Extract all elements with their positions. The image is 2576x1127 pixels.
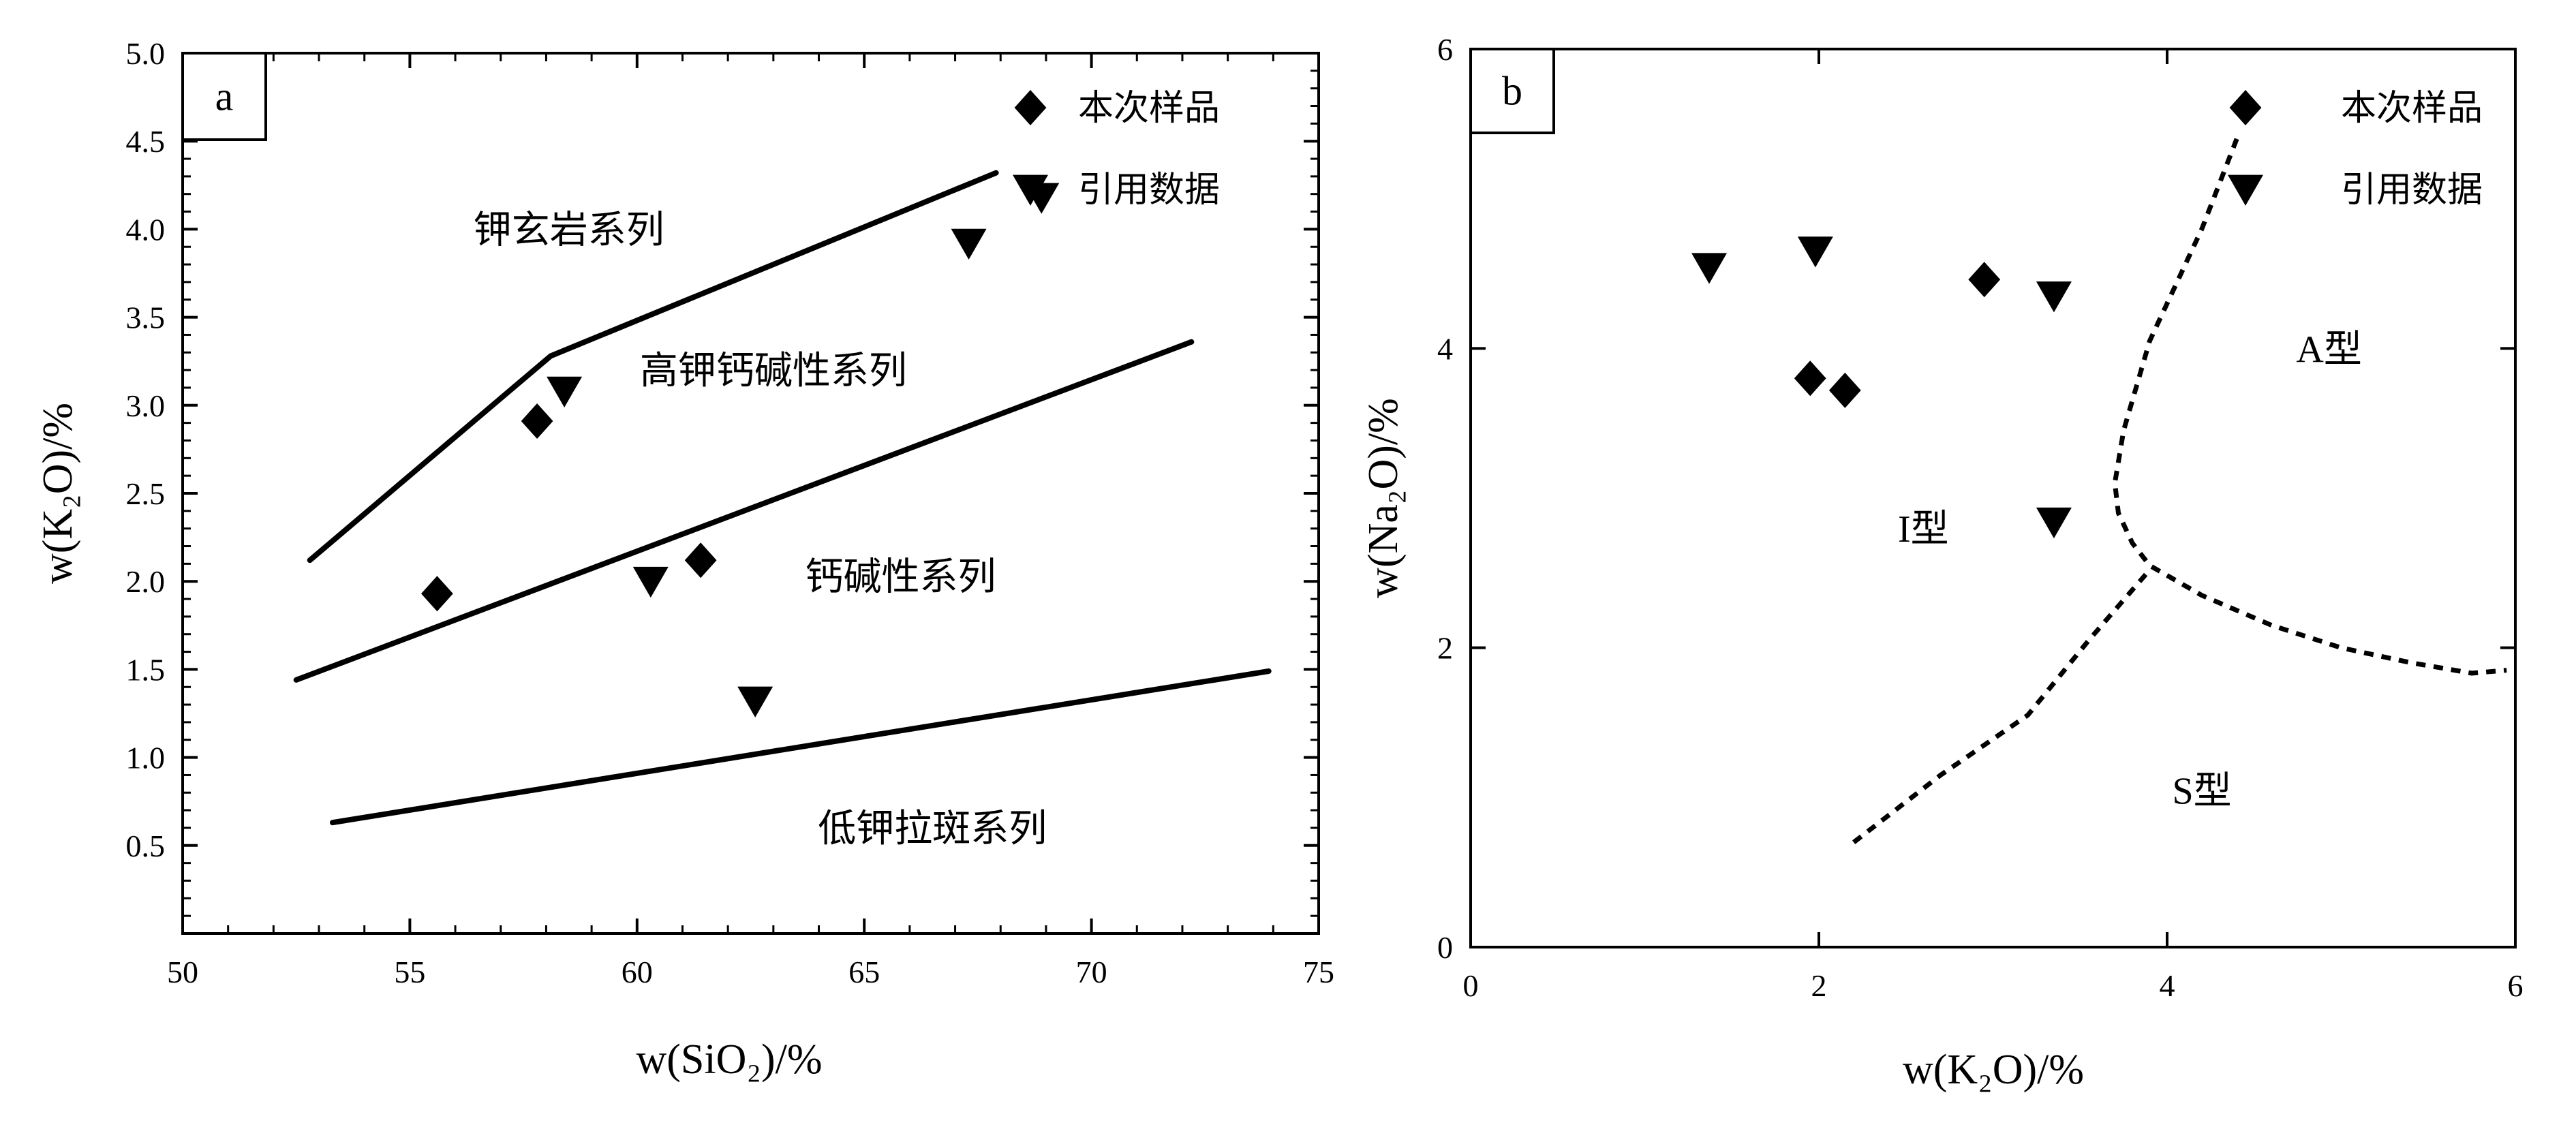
boundary-line bbox=[1852, 568, 2152, 844]
plot-frame bbox=[1469, 48, 2517, 948]
y-tick-label: 1.5 bbox=[126, 652, 166, 687]
y-tick-label: 2.0 bbox=[126, 564, 166, 599]
panel-label: a bbox=[215, 74, 234, 119]
x-tick-label: 0 bbox=[1463, 968, 1479, 1003]
panel-label: b bbox=[1502, 69, 1522, 114]
y-axis-label: w(Na₂O)/% bbox=[1360, 398, 1407, 598]
x-tick-label: 65 bbox=[848, 955, 880, 989]
data-point-diamond bbox=[421, 576, 453, 612]
x-tick-label: 70 bbox=[1076, 955, 1107, 989]
data-point-diamond bbox=[1828, 372, 1861, 408]
y-tick-label: 2 bbox=[1437, 631, 1453, 666]
boundary-line bbox=[330, 668, 1272, 826]
y-tick-label: 6 bbox=[1437, 32, 1453, 67]
panel-label-box bbox=[181, 52, 267, 141]
x-tick-label: 55 bbox=[394, 955, 425, 989]
x-tick-label: 2 bbox=[1811, 968, 1827, 1003]
data-point-triangle bbox=[547, 376, 583, 408]
y-tick-label: 4.5 bbox=[126, 124, 166, 159]
y-tick-label: 4.0 bbox=[126, 212, 166, 247]
region-label: 钙碱性系列 bbox=[806, 556, 996, 598]
panel-label-box bbox=[1469, 48, 1555, 134]
legend-label: 本次样品 bbox=[1078, 89, 1220, 128]
y-axis-label: w(K₂O)/% bbox=[35, 403, 81, 584]
y-tick-label: 0.5 bbox=[126, 829, 166, 863]
legend-label: 本次样品 bbox=[2341, 89, 2483, 128]
region-label: 钾玄岩系列 bbox=[474, 209, 664, 251]
region-label: 高钾钙碱性系列 bbox=[640, 350, 907, 392]
data-point-diamond bbox=[1794, 360, 1826, 397]
y-tick-label: 3.0 bbox=[126, 388, 166, 423]
panel-a-chart: 50 55 60 65 70 75 0.5 1.0 1.5 2.0 2.5 3.0 3.5 4.0 4.5 5… bbox=[35, 36, 1334, 1083]
region-label: A型 bbox=[2296, 328, 2361, 371]
region-label: I型 bbox=[1898, 508, 1949, 551]
legend-diamond-icon bbox=[1014, 90, 1047, 125]
data-point-diamond bbox=[1968, 262, 2001, 298]
data-point-triangle bbox=[2036, 507, 2072, 539]
data-point-diamond bbox=[684, 542, 717, 578]
region-label: S型 bbox=[2173, 770, 2232, 812]
boundary-line bbox=[293, 339, 1195, 683]
x-tick-label: 4 bbox=[2160, 968, 2175, 1003]
x-tick-label: 6 bbox=[2508, 968, 2524, 1003]
data-point-triangle bbox=[632, 566, 669, 598]
data-point-diamond bbox=[521, 403, 553, 439]
y-tick-label: 5.0 bbox=[126, 36, 166, 71]
data-point-triangle bbox=[2036, 281, 2072, 313]
legend-triangle-icon bbox=[1013, 174, 1048, 206]
x-axis-label: w(SiO₂)/% bbox=[636, 1036, 822, 1083]
x-tick-label: 75 bbox=[1303, 955, 1334, 989]
y-tick-label: 2.5 bbox=[126, 476, 166, 511]
y-tick-label: 3.5 bbox=[126, 300, 166, 335]
data-point-triangle bbox=[1797, 236, 1833, 268]
boundary-line bbox=[2112, 138, 2507, 676]
data-point-triangle bbox=[1691, 253, 1728, 284]
y-tick-label: 4 bbox=[1437, 331, 1453, 366]
legend-triangle-icon bbox=[2228, 174, 2263, 206]
legend-label: 引用数据 bbox=[1078, 171, 1220, 210]
data-point-triangle bbox=[737, 686, 773, 717]
region-label: 低钾拉斑系列 bbox=[818, 808, 1047, 850]
y-tick-label: 0 bbox=[1437, 930, 1453, 965]
legend-label: 引用数据 bbox=[2341, 171, 2483, 210]
x-axis-label: w(K₂O)/% bbox=[1903, 1047, 2084, 1093]
data-point-triangle bbox=[951, 228, 987, 260]
x-tick-label: 50 bbox=[167, 955, 198, 989]
legend-diamond-icon bbox=[2229, 90, 2262, 125]
x-tick-label: 60 bbox=[622, 955, 653, 989]
boundary-line bbox=[307, 170, 999, 564]
y-tick-label: 1.0 bbox=[126, 741, 166, 775]
